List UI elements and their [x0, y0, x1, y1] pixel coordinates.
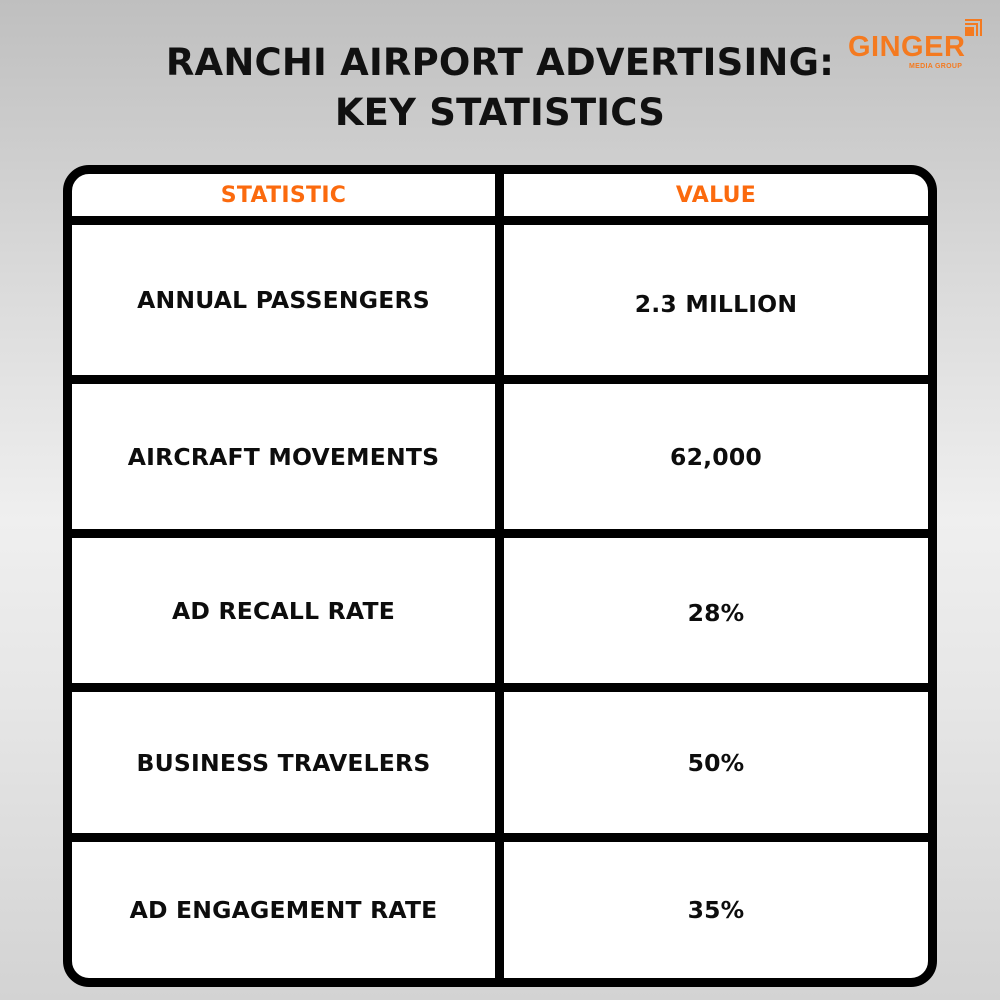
table-row-2-statistic: AIRCRAFT MOVEMENTS [72, 384, 495, 529]
column-header-label: STATISTIC [220, 182, 347, 208]
statistic-label: AD RECALL RATE [172, 596, 395, 625]
logo-wordmark: GINGER [848, 31, 966, 63]
statistic-value: 28% [687, 598, 745, 627]
table-row-5-statistic: AD ENGAGEMENT RATE [72, 842, 495, 978]
statistic-value: 2.3 MILLION [634, 290, 798, 318]
table-row-4-statistic: BUSINESS TRAVELERS [72, 692, 495, 833]
table-row-3-statistic: AD RECALL RATE [72, 538, 495, 683]
statistics-table: STATISTIC VALUE ANNUAL PASSENGERS 2.3 MI… [63, 165, 937, 987]
column-header-label: VALUE [675, 182, 757, 208]
statistic-value: 35% [687, 896, 745, 924]
title-line-2: KEY STATISTICS [334, 91, 666, 134]
column-header-statistic: STATISTIC [72, 174, 495, 216]
statistic-label: AIRCRAFT MOVEMENTS [127, 442, 440, 471]
table-row-2-value: 62,000 [504, 384, 928, 529]
statistic-label: BUSINESS TRAVELERS [136, 748, 431, 777]
column-divider [495, 174, 504, 978]
column-header-value: VALUE [504, 174, 928, 216]
ginger-brand-icon [965, 19, 982, 36]
table-row-3-value: 28% [504, 540, 928, 685]
table-row-5-value: 35% [504, 842, 928, 978]
table-row-1-statistic: ANNUAL PASSENGERS [72, 225, 495, 375]
statistic-value: 62,000 [670, 442, 762, 471]
table-row-4-value: 50% [504, 692, 928, 833]
title-line-1: RANCHI AIRPORT ADVERTISING: [165, 41, 835, 84]
table-row-1-value: 2.3 MILLION [504, 229, 928, 379]
statistic-label: ANNUAL PASSENGERS [137, 286, 430, 314]
ginger-media-group-logo: GINGER MEDIA GROUP [848, 16, 988, 76]
logo-tagline: MEDIA GROUP [909, 63, 963, 70]
page-title: RANCHI AIRPORT ADVERTISING: KEY STATISTI… [0, 38, 1000, 138]
statistic-label: AD ENGAGEMENT RATE [129, 896, 438, 924]
statistic-value: 50% [687, 748, 745, 777]
